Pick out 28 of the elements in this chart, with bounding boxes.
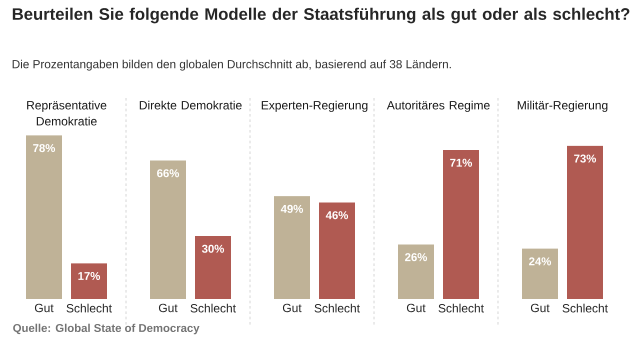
- data-label: 66%: [157, 169, 180, 178]
- chart-title: Experten-Regierung: [262, 100, 368, 112]
- x-tick-label: Gut: [530, 304, 550, 312]
- x-tick-label: Gut: [406, 304, 426, 312]
- data-label: 26%: [405, 253, 428, 262]
- x-tick-label: Schlecht: [66, 304, 112, 313]
- text: Beurteilen Sie folgende Modelle der Staatsführung als gut oder als schlecht?: [12, 8, 630, 24]
- data-label: 73%: [574, 154, 596, 163]
- x-tick-label: Schlecht: [190, 304, 236, 313]
- x-tick-label: Schlecht: [438, 304, 484, 313]
- data-label: 30%: [202, 244, 224, 253]
- data-label: 49%: [280, 204, 304, 213]
- data-label: 78%: [33, 144, 56, 152]
- data-label: 17%: [78, 272, 100, 280]
- x-tick-label: Gut: [34, 304, 54, 312]
- chart-title: Direkte Demokratie: [140, 100, 242, 110]
- x-tick-label: Schlecht: [562, 304, 608, 313]
- x-tick-label: Gut: [158, 304, 178, 312]
- source-note: Quelle: Global State of Democracy: [13, 324, 200, 334]
- data-label: 71%: [450, 158, 472, 167]
- text: Die Prozentangaben bilden den globalen Durchschnitt ab, basierend auf 38 Ländern.: [12, 60, 451, 71]
- x-tick-label: Gut: [282, 304, 302, 312]
- data-label: 24%: [529, 257, 552, 266]
- data-label: 46%: [326, 211, 348, 220]
- chart-title: Autoritäres Regime: [386, 100, 490, 112]
- chart-title: Militär-Regierung: [518, 100, 608, 112]
- x-tick-label: Schlecht: [314, 304, 360, 313]
- chart-title: Repräsentative Demokratie: [27, 100, 106, 126]
